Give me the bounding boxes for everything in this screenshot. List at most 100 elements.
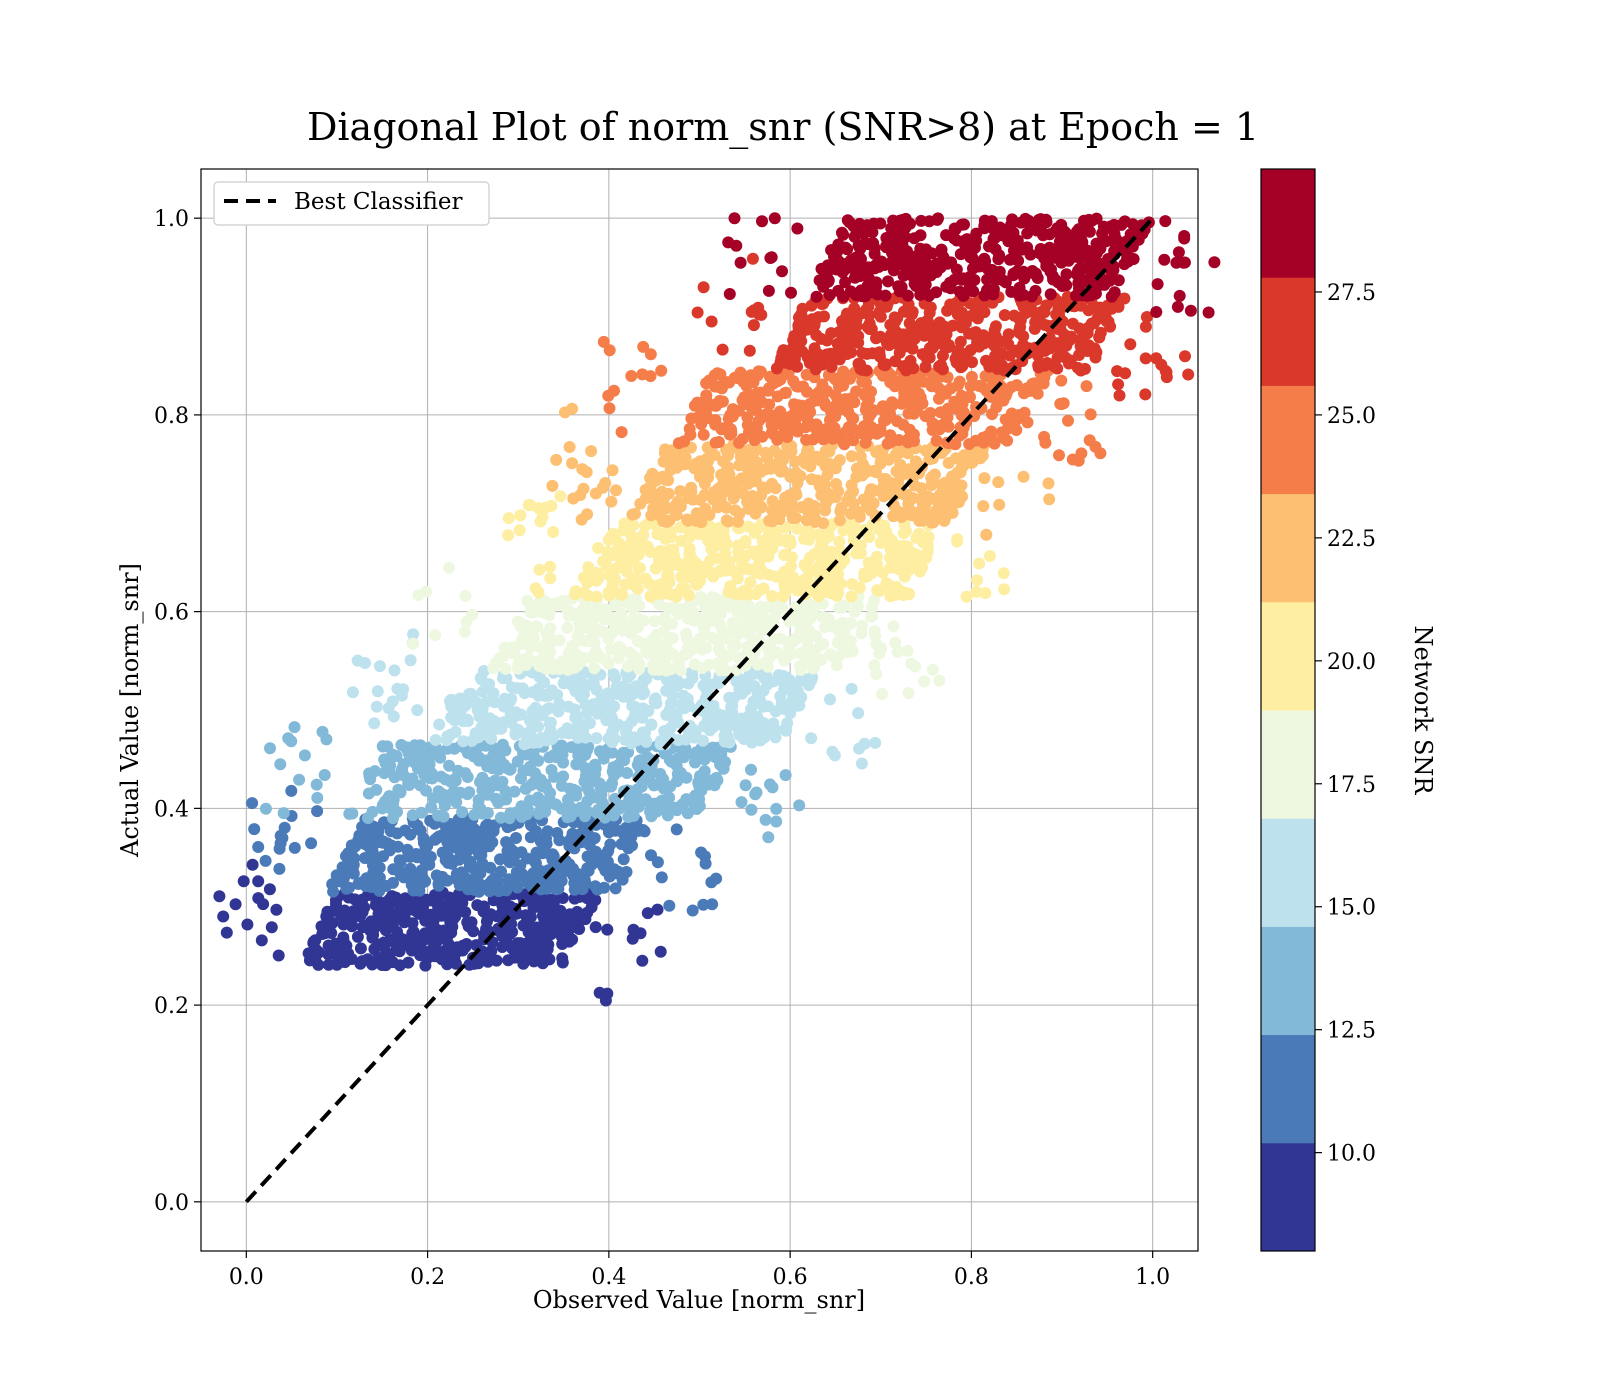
scatter-point xyxy=(940,280,953,293)
scatter-point xyxy=(588,832,601,845)
scatter-point xyxy=(800,445,813,458)
scatter-point xyxy=(571,612,584,625)
scatter-point xyxy=(681,513,694,526)
scatter-point xyxy=(722,586,735,598)
scatter-point xyxy=(499,662,512,675)
scatter-point xyxy=(1115,218,1128,231)
scatter-point xyxy=(533,563,546,576)
scatter-point xyxy=(797,380,810,393)
scatter-point xyxy=(351,930,364,943)
scatter-point xyxy=(390,750,403,762)
scatter-point xyxy=(791,676,804,689)
scatter-point xyxy=(672,658,685,670)
scatter-point xyxy=(815,385,827,398)
scatter-point xyxy=(898,386,911,399)
scatter-point xyxy=(981,262,994,275)
scatter-point xyxy=(1017,342,1030,355)
scatter-point xyxy=(902,587,915,600)
scatter-point xyxy=(930,434,943,447)
scatter-point xyxy=(359,657,371,669)
scatter-point xyxy=(992,476,1005,489)
y-axis-label: Actual Value [norm_snr] xyxy=(116,563,144,858)
scatter-point xyxy=(758,657,771,669)
scatter-point xyxy=(625,737,638,750)
scatter-point xyxy=(779,769,792,782)
scatter-point xyxy=(404,654,417,667)
scatter-point xyxy=(509,726,522,739)
scatter-point xyxy=(697,281,710,294)
scatter-point xyxy=(653,598,666,611)
y-tick-label: 0.6 xyxy=(154,601,189,626)
scatter-point xyxy=(747,319,760,332)
scatter-point xyxy=(692,459,705,472)
scatter-point xyxy=(596,795,608,808)
scatter-point xyxy=(752,365,765,378)
scatter-point xyxy=(532,586,545,599)
scatter-point xyxy=(565,741,578,754)
scatter-point xyxy=(833,535,846,548)
scatter-point xyxy=(1108,286,1121,299)
scatter-point xyxy=(499,744,512,757)
scatter-point xyxy=(686,904,699,917)
scatter-point xyxy=(985,215,998,228)
scatter-point xyxy=(514,638,527,651)
scatter-point xyxy=(502,529,515,542)
scatter-point xyxy=(828,250,840,263)
scatter-point xyxy=(333,954,345,966)
scatter-point xyxy=(525,930,538,942)
scatter-point xyxy=(1070,289,1082,302)
scatter-point xyxy=(761,643,774,656)
scatter-point xyxy=(845,682,858,695)
scatter-point xyxy=(1178,230,1191,242)
scatter-point xyxy=(556,726,569,739)
best-classifier-line xyxy=(244,216,1155,1204)
scatter-point xyxy=(406,772,419,785)
scatter-point xyxy=(542,908,555,921)
scatter-point xyxy=(715,497,728,510)
scatter-point xyxy=(769,458,782,471)
scatter-point xyxy=(648,615,661,628)
scatter-point xyxy=(865,385,877,398)
scatter-point xyxy=(834,514,846,527)
scatter-point xyxy=(458,822,471,835)
scatter-point xyxy=(854,547,867,560)
scatter-point xyxy=(613,621,626,634)
scatter-point xyxy=(323,925,336,938)
scatter-point xyxy=(1075,447,1088,460)
scatter-point xyxy=(956,360,969,373)
scatter-point xyxy=(888,380,901,393)
scatter-point xyxy=(432,785,445,798)
scatter-point xyxy=(889,636,902,649)
scatter-point xyxy=(553,634,566,647)
scatter-point xyxy=(847,333,860,346)
y-tick-label: 1.0 xyxy=(154,207,189,232)
scatter-point xyxy=(873,585,886,597)
scatter-point xyxy=(895,281,908,294)
scatter-point xyxy=(750,456,763,469)
scatter-point xyxy=(1078,274,1091,287)
scatter-point xyxy=(762,284,775,297)
scatter-point xyxy=(671,752,684,765)
scatter-point xyxy=(890,465,903,478)
scatter-point xyxy=(891,645,904,658)
scatter-point xyxy=(270,903,283,916)
scatter-point xyxy=(708,398,721,411)
scatter-point xyxy=(388,664,401,677)
scatter-point xyxy=(356,906,369,919)
scatter-point xyxy=(961,233,974,246)
scatter-point xyxy=(458,870,471,883)
scatter-point xyxy=(905,657,918,670)
scatter-point xyxy=(824,648,837,661)
scatter-point xyxy=(229,898,242,911)
scatter-point xyxy=(983,550,996,562)
colorbar-segment xyxy=(1261,1142,1315,1252)
scatter-point xyxy=(571,710,584,723)
scatter-point xyxy=(554,490,567,503)
scatter-point xyxy=(776,347,789,360)
scatter-point xyxy=(874,256,887,269)
colorbar-tick-label: 17.5 xyxy=(1327,773,1376,798)
scatter-point xyxy=(368,717,381,730)
colorbar-tick-label: 15.0 xyxy=(1327,896,1376,921)
scatter-point xyxy=(905,378,918,391)
scatter-point xyxy=(501,938,514,951)
